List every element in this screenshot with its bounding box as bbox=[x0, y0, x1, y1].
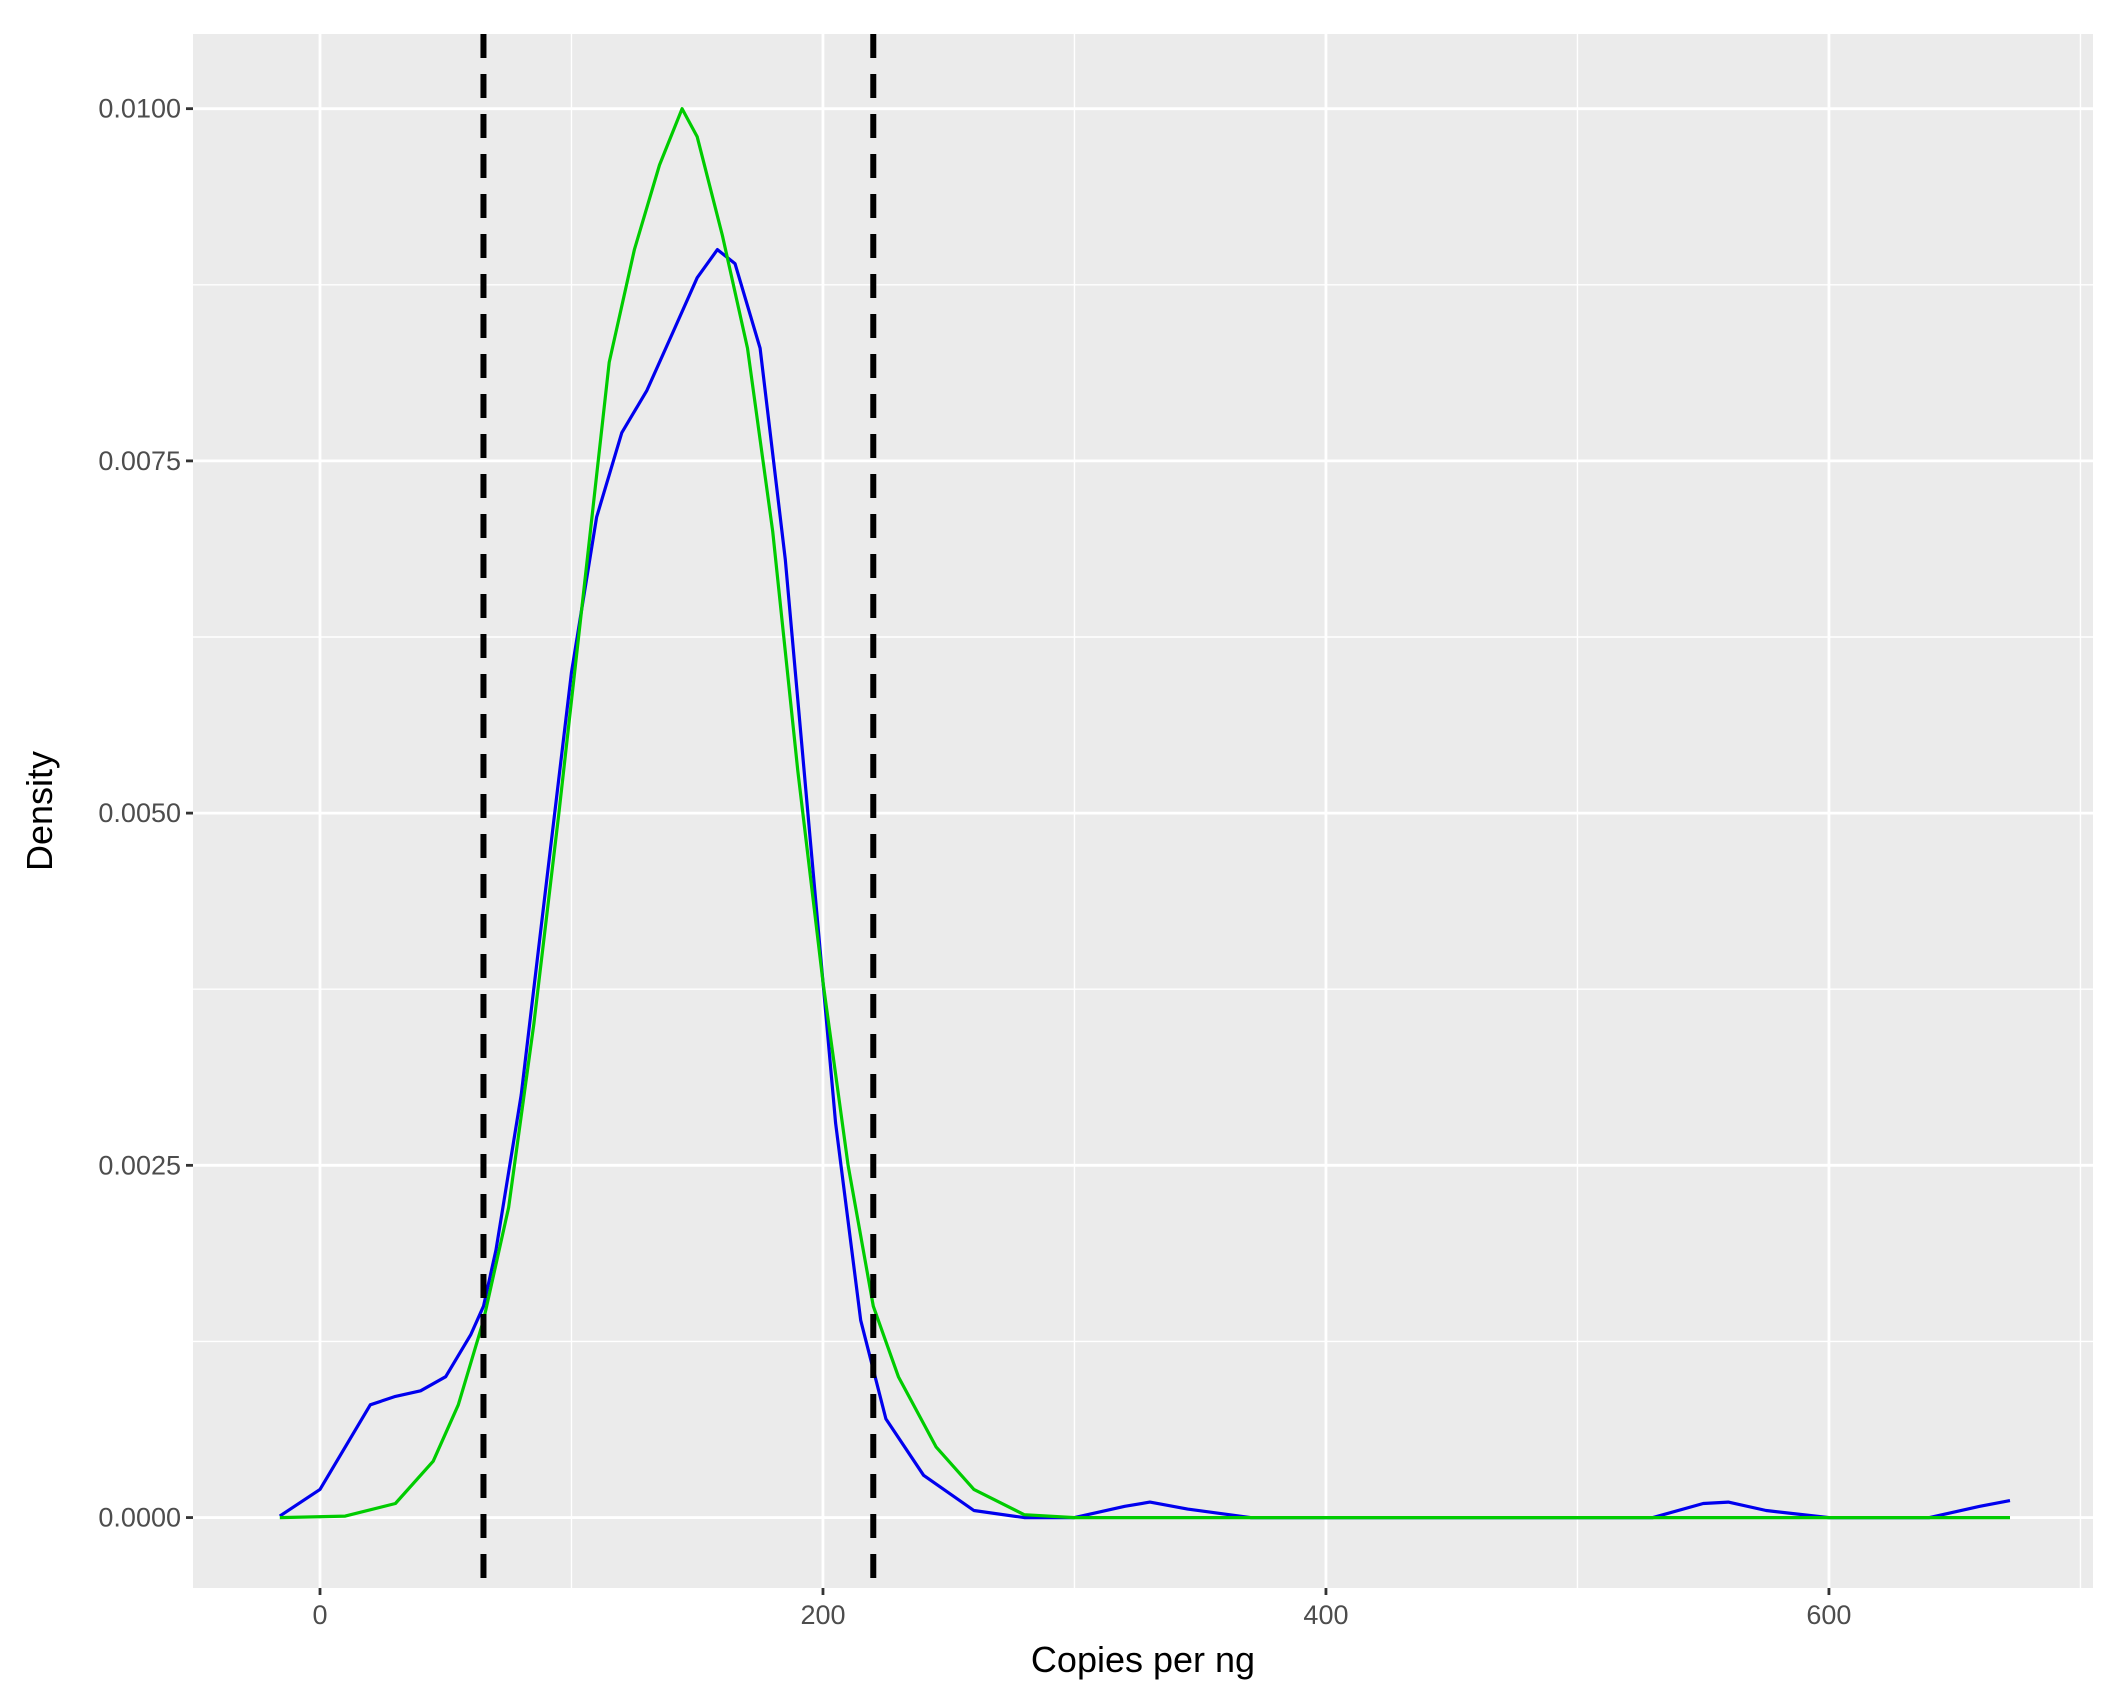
y-tick-label: 0.0000 bbox=[98, 1503, 181, 1533]
x-tick-label: 0 bbox=[312, 1600, 327, 1630]
y-axis-title: Density bbox=[19, 751, 60, 871]
x-tick-label: 200 bbox=[800, 1600, 845, 1630]
y-tick-label: 0.0025 bbox=[98, 1150, 181, 1180]
panel bbox=[193, 34, 2093, 1588]
density-line bbox=[279, 107, 2010, 1520]
y-tick-label: 0.0075 bbox=[98, 446, 181, 476]
y-tick-label: 0.0100 bbox=[98, 94, 181, 124]
y-tick-label: 0.0050 bbox=[98, 798, 181, 828]
x-tick-label: 400 bbox=[1303, 1600, 1348, 1630]
x-axis-title: Copies per ng bbox=[1031, 1639, 1255, 1680]
x-tick-label: 600 bbox=[1806, 1600, 1851, 1630]
